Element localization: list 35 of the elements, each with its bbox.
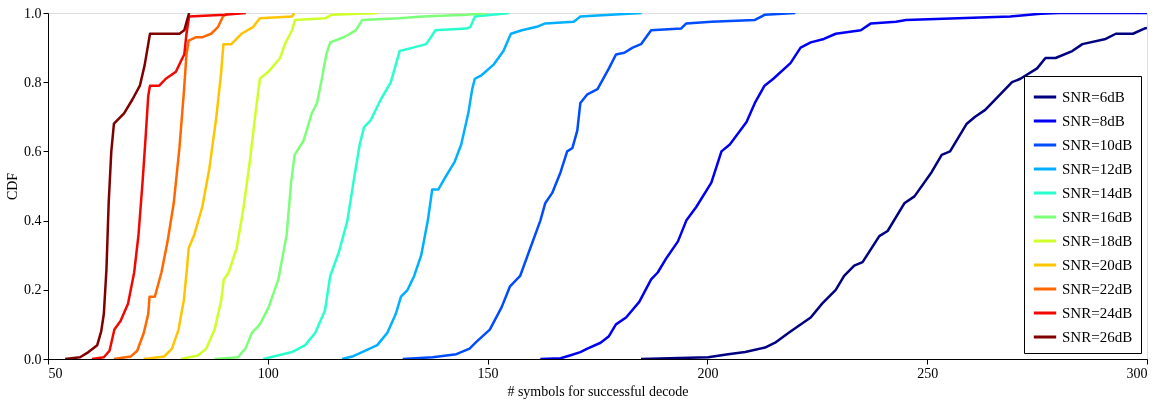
- legend-label: SNR=10dB: [1062, 137, 1133, 153]
- line-series: [63, 13, 191, 359]
- y-tick-label: 1.0: [24, 5, 42, 21]
- x-tick-label: 200: [697, 365, 719, 381]
- x-tick-label: 150: [477, 365, 499, 381]
- line-series: [179, 13, 379, 359]
- y-tick-label: 0.4: [24, 213, 42, 229]
- x-tick-label: 100: [257, 365, 279, 381]
- legend-label: SNR=26dB: [1062, 329, 1133, 345]
- legend-label: SNR=12dB: [1062, 161, 1133, 177]
- y-tick-label: 0.6: [24, 143, 42, 159]
- line-series: [639, 26, 1147, 359]
- line-series: [340, 13, 643, 359]
- x-axis-title: # symbols for successful decode: [507, 383, 689, 399]
- legend-label: SNR=20dB: [1062, 257, 1133, 273]
- x-tick-label: 50: [48, 365, 63, 381]
- legend-label: SNR=16dB: [1062, 209, 1133, 225]
- legend-label: SNR=24dB: [1062, 305, 1133, 321]
- x-tick-label: 250: [917, 365, 939, 381]
- y-axis-title: CDF: [5, 172, 20, 201]
- line-series: [142, 13, 296, 359]
- y-tick-label: 0.2: [24, 282, 42, 298]
- line-series: [90, 13, 248, 359]
- legend-label: SNR=18dB: [1062, 233, 1133, 249]
- line-series: [262, 13, 511, 359]
- legend-label: SNR=22dB: [1062, 281, 1133, 297]
- legend-label: SNR=14dB: [1062, 185, 1133, 201]
- legend-label: SNR=6dB: [1062, 89, 1125, 105]
- legend-label: SNR=8dB: [1062, 113, 1125, 129]
- x-tick-label: 300: [1126, 365, 1148, 381]
- line-series: [213, 13, 489, 359]
- line-series: [539, 13, 1147, 359]
- y-tick-label: 0.0: [24, 351, 42, 367]
- y-tick-label: 0.8: [24, 74, 42, 90]
- line-series: [401, 13, 797, 359]
